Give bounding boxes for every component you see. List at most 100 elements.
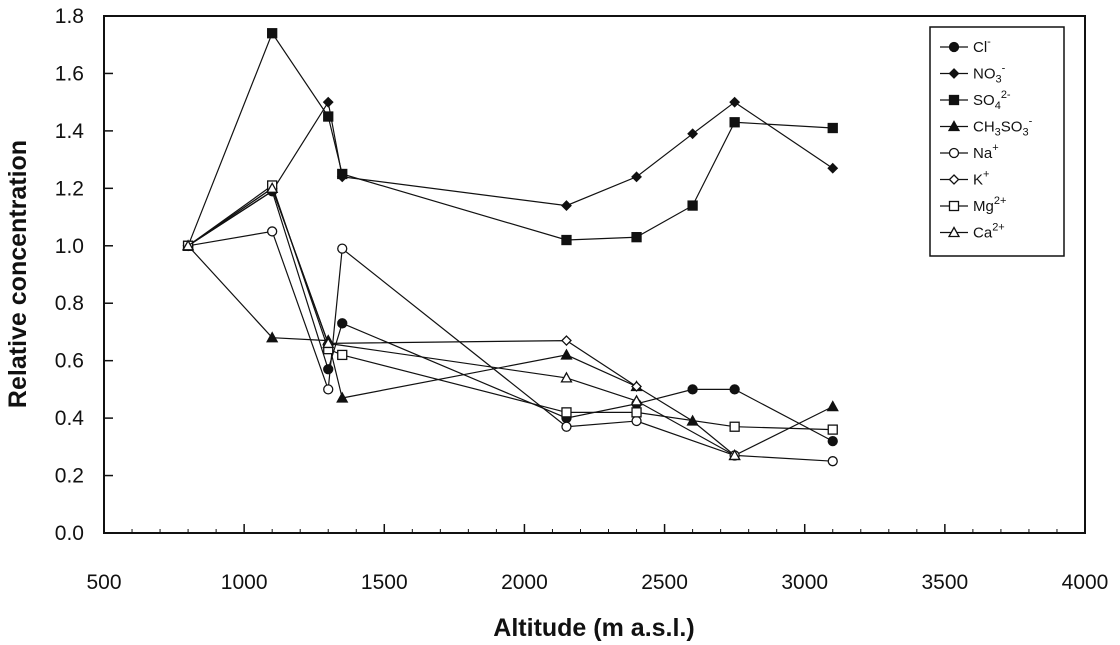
legend-label: Na+ — [973, 142, 999, 162]
series-mg — [182, 180, 838, 435]
series-line — [187, 187, 735, 456]
data-point — [266, 331, 279, 343]
legend-item: Mg2+ — [940, 195, 1006, 215]
data-point — [687, 384, 698, 395]
plot-frame — [103, 15, 1086, 534]
data-point — [948, 68, 960, 79]
legend-item: Cl- — [940, 36, 991, 56]
y-tick-label: 0.2 — [55, 465, 84, 488]
data-point — [827, 424, 838, 435]
series-so — [182, 28, 838, 251]
legend-label: CH3SO3- — [973, 116, 1033, 139]
data-point — [631, 232, 642, 243]
series-k — [182, 182, 642, 392]
x-tick-label: 3500 — [921, 571, 968, 594]
data-point — [947, 226, 961, 238]
data-point — [561, 421, 572, 432]
data-point — [948, 200, 960, 212]
series-line — [187, 190, 833, 442]
legend-label: K+ — [973, 169, 989, 189]
x-tick-label: 500 — [86, 571, 121, 594]
data-point — [947, 120, 961, 132]
y-tick-label: 0.0 — [55, 522, 84, 545]
data-point — [631, 171, 642, 183]
y-tick-label: 0.8 — [55, 292, 84, 315]
x-tick-label: 1500 — [361, 571, 408, 594]
series-ca — [181, 181, 741, 461]
x-tick-label: 2500 — [641, 571, 688, 594]
legend-item: Ca2+ — [940, 222, 1005, 242]
series-line — [187, 31, 833, 247]
x-tick-label: 2000 — [501, 571, 548, 594]
data-point — [561, 234, 572, 246]
x-tick-label: 4000 — [1062, 571, 1109, 594]
legend-label: Cl- — [973, 36, 991, 56]
data-point — [323, 111, 334, 122]
data-point — [561, 407, 572, 418]
data-point — [948, 147, 960, 159]
data-point — [266, 181, 279, 193]
data-point — [631, 407, 642, 418]
legend-label: NO3- — [973, 63, 1006, 86]
y-tick-label: 1.4 — [55, 120, 85, 143]
data-point — [687, 128, 699, 140]
data-point — [728, 449, 741, 461]
data-point — [729, 96, 741, 108]
legend-label: SO42- — [973, 89, 1011, 112]
legend-box — [929, 26, 1065, 257]
data-point — [337, 243, 348, 254]
data-point — [687, 200, 698, 211]
legend-item: CH3SO3- — [940, 116, 1033, 139]
y-tick-label: 0.4 — [55, 407, 85, 430]
legend-item: NO3- — [940, 63, 1006, 86]
data-point — [322, 337, 335, 349]
data-point — [560, 371, 573, 383]
data-point — [948, 41, 960, 53]
data-point — [827, 122, 838, 134]
legend-item: Na+ — [940, 142, 999, 162]
data-point — [729, 117, 740, 128]
legend-label: Ca2+ — [973, 222, 1005, 242]
y-tick-label: 1.0 — [55, 235, 84, 258]
data-point — [337, 318, 348, 329]
data-point — [337, 168, 348, 180]
x-axis-title: Altitude (m a.s.l.) — [493, 614, 694, 642]
data-point — [631, 415, 642, 427]
data-point — [561, 335, 572, 346]
data-point — [827, 456, 838, 467]
data-point — [948, 174, 960, 185]
data-point — [948, 94, 960, 106]
data-point — [337, 349, 348, 361]
y-tick-label: 0.6 — [55, 350, 84, 373]
data-point — [729, 384, 740, 395]
data-point — [631, 381, 642, 392]
data-point — [267, 28, 278, 39]
legend-item: K+ — [940, 169, 989, 189]
data-point — [323, 384, 334, 395]
y-axis-title: Relative concentration — [4, 140, 32, 408]
x-tick-label: 3000 — [781, 571, 828, 594]
series-cl — [182, 186, 838, 447]
y-tick-label: 1.8 — [55, 5, 84, 28]
legend: Cl- NO3- SO42- CH3SO3- Na+ K+ Mg2+ Ca2+ — [929, 26, 1065, 257]
legend-label: Mg2+ — [973, 195, 1006, 215]
data-point — [826, 400, 839, 412]
data-point — [827, 162, 839, 174]
data-point — [181, 239, 195, 251]
y-axis: 0.0 0.2 0.4 0.6 0.8 1.0 1.2 1.4 1.6 1.8 — [55, 5, 113, 545]
data-point — [323, 364, 334, 375]
series-layer — [181, 28, 839, 467]
x-tick-label: 1000 — [221, 571, 268, 594]
data-point — [267, 226, 278, 237]
data-point — [630, 394, 643, 406]
legend-item: SO42- — [940, 89, 1011, 112]
data-point — [336, 391, 349, 403]
data-point — [561, 200, 572, 211]
y-tick-label: 1.2 — [55, 177, 84, 200]
data-point — [729, 421, 740, 432]
y-tick-label: 1.6 — [55, 62, 84, 85]
data-point — [560, 348, 573, 360]
x-axis: 500 1000 1500 2000 2500 3000 3500 4000 — [86, 524, 1108, 594]
data-point — [322, 96, 334, 108]
